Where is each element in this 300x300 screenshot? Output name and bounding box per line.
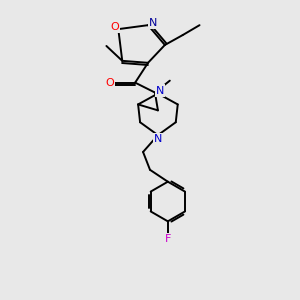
Text: F: F [165,234,171,244]
Text: N: N [156,85,164,96]
Text: N: N [154,134,162,144]
Text: N: N [149,18,157,28]
Text: O: O [105,78,114,88]
Text: O: O [110,22,119,32]
